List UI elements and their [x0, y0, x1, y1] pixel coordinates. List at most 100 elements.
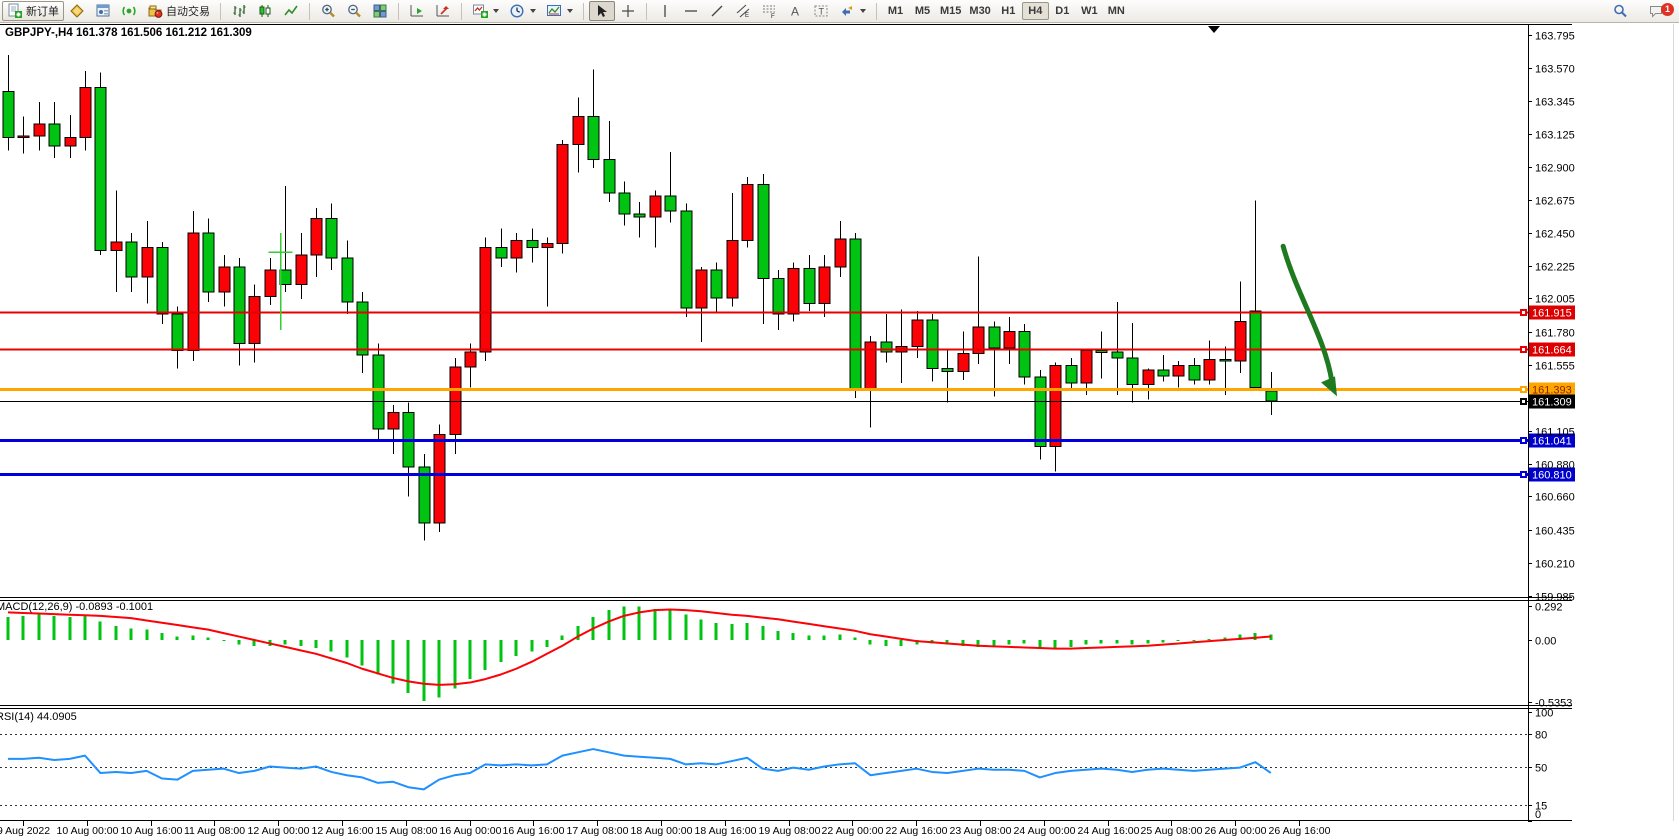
crosshair-icon	[620, 3, 636, 19]
shapes-arrows-icon	[839, 3, 855, 19]
svg-text:162.675: 162.675	[1535, 196, 1575, 208]
vertical-line-icon	[657, 3, 673, 19]
timeframe-h1[interactable]: H1	[1001, 5, 1016, 17]
add-indicator-icon	[472, 3, 488, 19]
svg-text:161.664: 161.664	[1532, 345, 1572, 357]
toolbar-separator	[309, 2, 310, 20]
timeframe-m5[interactable]: M5	[914, 5, 931, 17]
periods-button[interactable]	[504, 1, 541, 21]
toolbar-group-zoom	[313, 0, 395, 22]
svg-text:22 Aug 00:00: 22 Aug 00:00	[822, 825, 884, 837]
market-watch-button[interactable]	[64, 1, 90, 21]
timeframe-d1[interactable]: D1	[1055, 5, 1070, 17]
horizontal-line-button[interactable]	[678, 1, 704, 21]
fibonacci-button[interactable]: F	[756, 1, 782, 21]
tile-windows-button[interactable]	[367, 1, 393, 21]
svg-text:161.780: 161.780	[1535, 328, 1575, 340]
chevron-down-icon	[567, 9, 573, 13]
svg-text:160.810: 160.810	[1532, 470, 1572, 482]
timeframe-m30[interactable]: M30	[969, 5, 991, 17]
svg-text:15 Aug 08:00: 15 Aug 08:00	[376, 825, 438, 837]
svg-text:10 Aug 00:00: 10 Aug 00:00	[57, 825, 119, 837]
vertical-line-button[interactable]	[652, 1, 678, 21]
autotrade-icon	[147, 3, 163, 19]
data-window-icon	[95, 3, 111, 19]
text-tool-button[interactable]: A	[782, 1, 808, 21]
indicators-button[interactable]	[467, 1, 504, 21]
svg-text:162.005: 162.005	[1535, 294, 1575, 306]
toolbar-separator	[646, 2, 647, 20]
search-icon	[1612, 3, 1628, 19]
svg-text:163.345: 163.345	[1535, 97, 1575, 109]
svg-text:A: A	[791, 5, 799, 19]
svg-text:25 Aug 08:00: 25 Aug 08:00	[1141, 825, 1203, 837]
chevron-down-icon	[530, 9, 536, 13]
chart-line-button[interactable]	[278, 1, 304, 21]
svg-text:160.880: 160.880	[1535, 460, 1575, 472]
horizontal-line-icon	[683, 3, 699, 19]
clock-icon	[509, 3, 525, 19]
toolbar-group-objects	[465, 0, 580, 22]
notifications-button[interactable]: 1	[1643, 1, 1674, 21]
text-label-button[interactable]: T	[808, 1, 834, 21]
crosshair-button[interactable]	[615, 1, 641, 21]
equidistant-channel-button[interactable]: E	[730, 1, 756, 21]
cursor-button[interactable]	[589, 1, 615, 21]
timeframe-m15[interactable]: M15	[940, 5, 962, 17]
cursor-arrow-icon	[594, 3, 610, 19]
new-order-button[interactable]: 新订单	[2, 1, 64, 21]
svg-text:161.393: 161.393	[1532, 385, 1572, 397]
autotrade-button[interactable]: 自动交易	[142, 1, 215, 21]
svg-text:50: 50	[1535, 763, 1547, 775]
toolbar-group-right: 1	[1605, 0, 1674, 22]
timeframe-m1[interactable]: M1	[887, 5, 904, 17]
trendline-icon	[709, 3, 725, 19]
auto-scroll-button[interactable]	[404, 1, 430, 21]
strategy-signal-button[interactable]	[116, 1, 142, 21]
svg-text:12 Aug 16:00: 12 Aug 16:00	[312, 825, 374, 837]
arrows-objects-button[interactable]	[834, 1, 871, 21]
svg-text:0.292: 0.292	[1535, 602, 1563, 614]
svg-text:24 Aug 16:00: 24 Aug 16:00	[1078, 825, 1140, 837]
toolbar-group-cursor	[587, 0, 643, 22]
autotrade-label: 自动交易	[166, 6, 210, 18]
svg-text:10 Aug 16:00: 10 Aug 16:00	[121, 825, 183, 837]
market-watch-icon	[69, 3, 85, 19]
svg-text:F: F	[771, 14, 775, 19]
templates-button[interactable]	[541, 1, 578, 21]
chevron-down-icon	[493, 9, 499, 13]
data-window-button[interactable]	[90, 1, 116, 21]
zoom-out-button[interactable]	[341, 1, 367, 21]
timeframe-mn[interactable]: MN	[1107, 5, 1125, 17]
zoom-in-button[interactable]	[315, 1, 341, 21]
svg-text:161.105: 161.105	[1535, 427, 1575, 439]
toolbar-separator	[220, 2, 221, 20]
svg-text:161.555: 161.555	[1535, 361, 1575, 373]
svg-text:26 Aug 00:00: 26 Aug 00:00	[1205, 825, 1267, 837]
new-order-icon	[7, 3, 23, 19]
chart-candles-button[interactable]	[252, 1, 278, 21]
notification-badge: 1	[1661, 3, 1674, 16]
chart-shift-button[interactable]	[430, 1, 456, 21]
search-button[interactable]	[1607, 1, 1633, 21]
new-order-label: 新订单	[26, 6, 59, 18]
toolbar-separator	[876, 2, 877, 20]
svg-text:26 Aug 16:00: 26 Aug 16:00	[1269, 825, 1331, 837]
timeframe-w1[interactable]: W1	[1081, 5, 1098, 17]
signal-icon	[121, 3, 137, 19]
toolbar: 新订单 自动交易	[0, 0, 1679, 23]
svg-text:16 Aug 00:00: 16 Aug 00:00	[440, 825, 502, 837]
svg-text:159.985: 159.985	[1535, 592, 1575, 604]
svg-text:19 Aug 08:00: 19 Aug 08:00	[759, 825, 821, 837]
svg-text:11 Aug 08:00: 11 Aug 08:00	[184, 825, 245, 837]
chart-line-icon	[283, 3, 299, 19]
trendline-button[interactable]	[704, 1, 730, 21]
toolbar-group-scroll	[402, 0, 458, 22]
chart-bars-button[interactable]	[226, 1, 252, 21]
timeframe-h4[interactable]: H4	[1021, 2, 1049, 20]
svg-text:160.435: 160.435	[1535, 526, 1575, 538]
svg-text:18 Aug 00:00: 18 Aug 00:00	[631, 825, 693, 837]
svg-text:-0.5353: -0.5353	[1535, 698, 1572, 710]
